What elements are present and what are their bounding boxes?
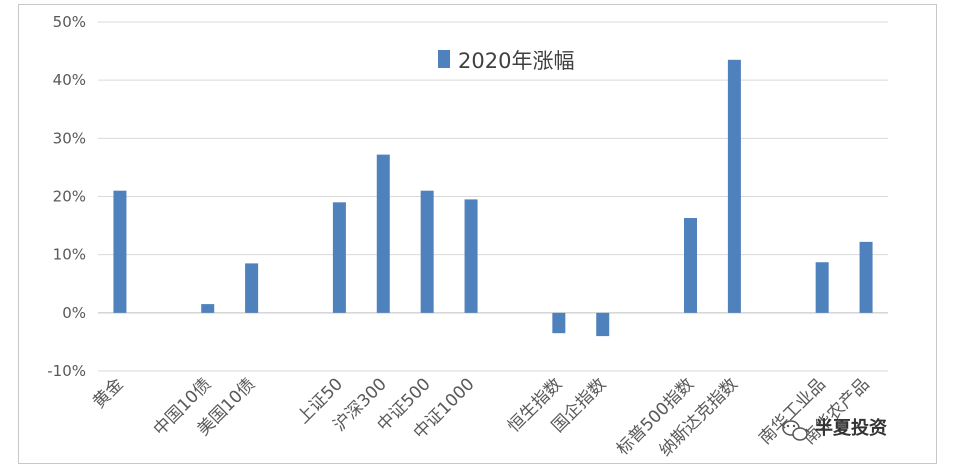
legend: 2020年涨幅 <box>438 49 574 73</box>
y-tick-label: 30% <box>53 129 86 147</box>
bar <box>815 262 829 313</box>
y-tick-label: 0% <box>62 304 86 322</box>
wechat-icon <box>782 420 808 441</box>
bar <box>245 263 259 313</box>
y-axis-ticks: -10% 0% 10% 20% 30% 40% 50% <box>47 13 86 380</box>
bar <box>113 190 127 313</box>
y-tick-label: 40% <box>53 71 86 89</box>
bar <box>684 218 697 313</box>
bar <box>332 202 346 313</box>
watermark-text: 半夏投资 <box>815 417 887 439</box>
bar <box>727 59 741 313</box>
bars <box>113 59 873 337</box>
bar <box>859 241 873 313</box>
watermark: 半夏投资 <box>782 417 887 441</box>
y-tick-label: 50% <box>53 13 86 31</box>
bar <box>596 312 610 337</box>
bar <box>376 154 390 313</box>
bar <box>464 199 478 313</box>
gridlines <box>98 21 888 372</box>
category-label: 黄金 <box>89 374 127 412</box>
bar <box>201 304 215 313</box>
legend-label: 2020年涨幅 <box>458 49 574 73</box>
legend-swatch <box>438 50 450 68</box>
bar <box>420 190 434 313</box>
y-tick-label: -10% <box>47 362 86 380</box>
y-tick-label: 10% <box>53 246 86 264</box>
bar <box>552 312 566 334</box>
y-tick-label: 20% <box>53 188 86 206</box>
